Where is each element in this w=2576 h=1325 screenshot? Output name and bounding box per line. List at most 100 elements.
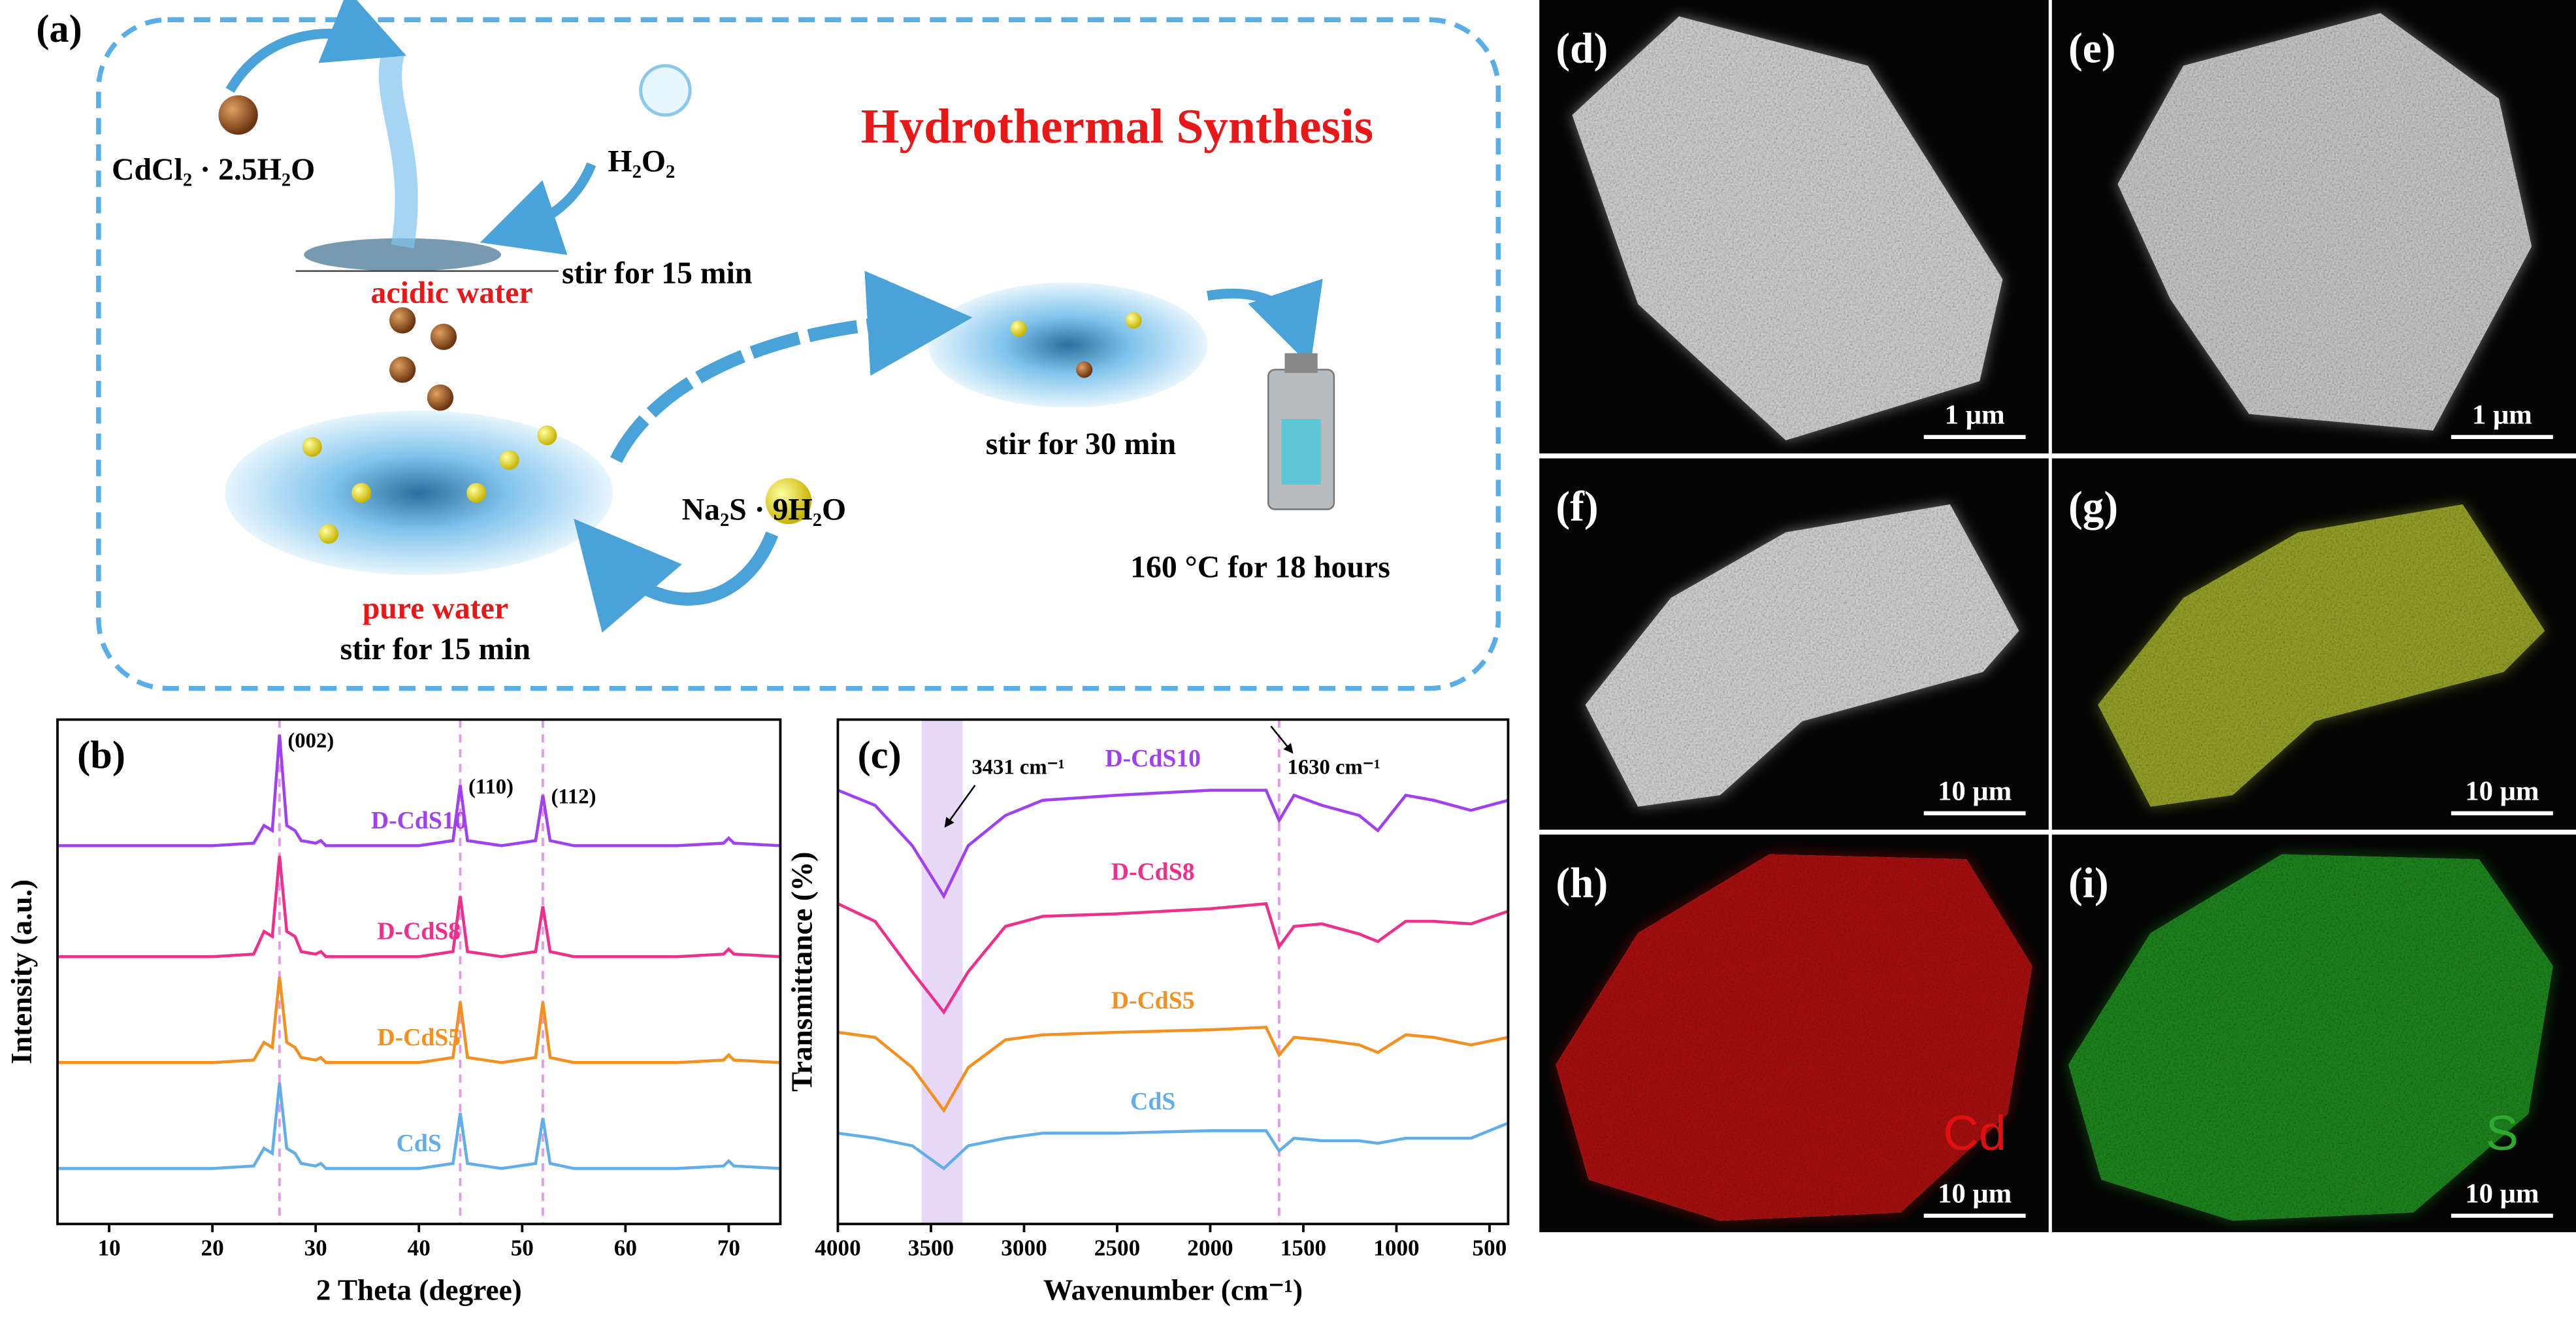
series-line bbox=[838, 1121, 1509, 1171]
micrograph: (f) 10 μm bbox=[1539, 458, 2049, 830]
particle bbox=[2098, 504, 2545, 807]
series-label: CdS bbox=[397, 1130, 442, 1157]
panel-label: (e) bbox=[2068, 25, 2116, 72]
reagent: Na₂S · 9H₂O bbox=[682, 493, 847, 527]
series-line bbox=[838, 1025, 1508, 1113]
scale-bar-label: 10 μm bbox=[2465, 1178, 2539, 1209]
autoclave-cap bbox=[1284, 353, 1318, 373]
water-stream bbox=[378, 45, 418, 249]
x-tick-label: 500 bbox=[1473, 1235, 1507, 1261]
s-ball bbox=[466, 483, 487, 503]
reference-label: 1630 cm⁻¹ bbox=[1287, 755, 1380, 779]
annotation-arrow bbox=[944, 785, 976, 828]
micrograph: (i) 10 μm S bbox=[2051, 834, 2576, 1232]
cd-ball bbox=[427, 384, 454, 411]
s-ball bbox=[318, 524, 339, 544]
series-label: D-CdS10 bbox=[1105, 745, 1201, 772]
panel-label: (d) bbox=[1556, 25, 1608, 72]
s-ball bbox=[1010, 320, 1027, 337]
cd-ball bbox=[389, 307, 416, 334]
x-axis-label: 2 Theta (degree) bbox=[316, 1273, 522, 1306]
scale-bar-label: 1 μm bbox=[1945, 400, 2005, 431]
y-axis-label: Intensity (a.u.) bbox=[5, 879, 38, 1064]
step: stir for 15 min bbox=[340, 632, 530, 666]
series-label: CdS bbox=[1130, 1088, 1175, 1115]
peak-label: (112) bbox=[551, 785, 596, 809]
particle bbox=[2117, 13, 2532, 431]
scale-bar-label: 10 μm bbox=[1938, 776, 2012, 806]
particle bbox=[1572, 16, 2003, 440]
series-line bbox=[57, 1082, 781, 1170]
series-label: D-CdS10 bbox=[371, 807, 467, 834]
particle bbox=[2068, 854, 2553, 1221]
cd-ball bbox=[389, 356, 416, 383]
band bbox=[921, 719, 963, 1224]
autoclave-liner bbox=[1281, 419, 1321, 485]
reagent: H₂O₂ bbox=[608, 144, 675, 178]
series-label: D-CdS8 bbox=[377, 918, 461, 945]
h2o2-bubble bbox=[639, 64, 692, 117]
panel-label: (i) bbox=[2068, 860, 2109, 907]
arrow bbox=[574, 518, 779, 633]
series-line bbox=[57, 734, 781, 847]
chart: D-CdS10 D-CdS8 D-CdS5 CdS 10 20 30 40 50 60 70 2 Th… bbox=[5, 718, 782, 1306]
panel-a: (a) Hydrothermal Synthesis CdCl₂ · 2.5H₂… bbox=[36, 0, 1501, 691]
peak-label: (002) bbox=[287, 729, 334, 753]
cd-ball bbox=[1076, 361, 1093, 378]
s-ball bbox=[765, 478, 812, 525]
s-ball bbox=[351, 483, 372, 503]
particle bbox=[1585, 504, 2019, 807]
panel-label: (f) bbox=[1556, 483, 1598, 531]
water-dish bbox=[928, 282, 1208, 408]
x-tick-label: 30 bbox=[304, 1235, 327, 1261]
panel-label: (h) bbox=[1556, 860, 1608, 907]
peak-label: (110) bbox=[468, 775, 514, 798]
y-axis-label: Transmittance (%) bbox=[786, 852, 819, 1092]
scale-bar-label: 1 μm bbox=[2472, 400, 2532, 431]
step: 160 °C for 18 hours bbox=[1130, 550, 1390, 585]
medium: acidic water bbox=[371, 276, 533, 310]
micrograph: (d) 1 μm bbox=[1539, 0, 2049, 454]
reagent: CdCl₂ · 2.5H₂O bbox=[112, 152, 315, 187]
arrow bbox=[225, 0, 406, 93]
series-label: D-CdS8 bbox=[1111, 859, 1195, 886]
x-tick-label: 40 bbox=[408, 1235, 431, 1261]
x-tick-label: 10 bbox=[97, 1235, 120, 1261]
x-tick-label: 70 bbox=[717, 1235, 740, 1261]
particle bbox=[1556, 854, 2032, 1221]
annotation-arrow bbox=[1270, 725, 1294, 754]
x-tick-label: 4000 bbox=[815, 1235, 860, 1261]
series-label: D-CdS5 bbox=[1111, 987, 1195, 1014]
arrow bbox=[1207, 278, 1323, 367]
water-surface bbox=[304, 238, 501, 271]
micrograph: (h) 10 μm Cd bbox=[1539, 834, 2049, 1232]
x-tick-label: 60 bbox=[614, 1235, 637, 1261]
x-tick-label: 3000 bbox=[1001, 1235, 1047, 1261]
micrograph: (e) 1 μm bbox=[2051, 0, 2576, 454]
s-ball bbox=[499, 450, 519, 470]
x-tick-label: 1000 bbox=[1373, 1235, 1419, 1261]
series-line bbox=[57, 855, 781, 958]
panel-label: (a) bbox=[36, 7, 82, 51]
panel-label: (c) bbox=[858, 734, 902, 777]
x-tick-label: 2500 bbox=[1094, 1235, 1140, 1261]
series-line bbox=[837, 789, 1509, 900]
s-ball bbox=[302, 436, 322, 457]
x-tick-label: 1500 bbox=[1280, 1235, 1326, 1261]
series-label: D-CdS5 bbox=[377, 1024, 461, 1051]
arrow bbox=[610, 270, 973, 463]
step: stir for 30 min bbox=[986, 427, 1176, 461]
medium: pure water bbox=[363, 591, 508, 625]
plot-frame bbox=[836, 718, 1510, 1226]
element-label: Cd bbox=[1943, 1105, 2006, 1160]
panel-label: (g) bbox=[2068, 483, 2118, 531]
x-tick-label: 50 bbox=[511, 1235, 534, 1261]
x-tick-label: 2000 bbox=[1187, 1235, 1233, 1261]
panel-label: (b) bbox=[77, 734, 125, 777]
x-axis-label: Wavenumber (cm⁻¹) bbox=[1043, 1273, 1303, 1306]
element-label: S bbox=[2486, 1105, 2519, 1160]
scale-bar-label: 10 μm bbox=[1938, 1178, 2012, 1209]
micrograph: (g) 10 μm bbox=[2051, 458, 2576, 830]
